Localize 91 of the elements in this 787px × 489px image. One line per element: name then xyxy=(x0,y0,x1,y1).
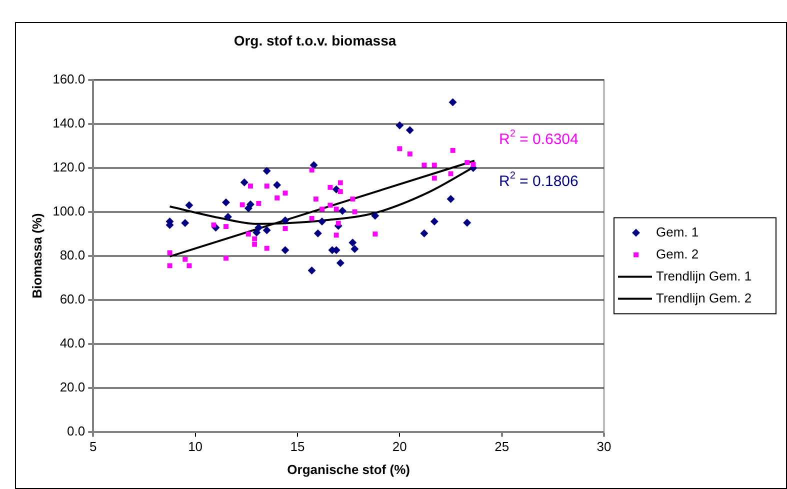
point xyxy=(252,242,258,247)
point xyxy=(309,216,314,221)
point xyxy=(406,126,414,134)
y-tick-label: 160.0 xyxy=(52,71,86,86)
point xyxy=(407,151,412,156)
point xyxy=(320,206,324,212)
point xyxy=(422,162,427,168)
point xyxy=(371,212,380,220)
point xyxy=(397,146,402,152)
legend-label: Gem. 2 xyxy=(656,246,699,262)
point xyxy=(262,166,271,175)
point xyxy=(282,190,288,196)
point xyxy=(224,212,232,221)
x-tick-label: 25 xyxy=(494,439,510,454)
point xyxy=(420,229,428,238)
point xyxy=(318,217,326,226)
point xyxy=(350,196,356,202)
point xyxy=(328,184,333,190)
point xyxy=(450,148,456,153)
point xyxy=(448,98,457,106)
x-tick-label: 30 xyxy=(596,439,612,454)
y-tick-label: 140.0 xyxy=(52,115,86,130)
point xyxy=(262,226,271,234)
point xyxy=(240,178,248,186)
point xyxy=(167,250,172,256)
point xyxy=(338,206,346,215)
point xyxy=(246,232,251,236)
point xyxy=(167,263,172,268)
y-tick-label: 80.0 xyxy=(60,247,86,262)
point xyxy=(314,229,322,238)
point xyxy=(281,216,290,224)
point xyxy=(313,196,318,202)
point xyxy=(264,184,270,189)
y-tick-label: 0.0 xyxy=(67,423,86,438)
point xyxy=(252,228,261,236)
y-axis-title: Biomassa (%) xyxy=(29,213,44,298)
point xyxy=(181,219,190,228)
point xyxy=(240,202,245,208)
point xyxy=(310,161,318,170)
point xyxy=(211,222,216,228)
legend-label: Trendlijn Gem. 1 xyxy=(656,268,752,284)
point xyxy=(334,206,339,212)
y-tick-label: 20.0 xyxy=(60,379,86,394)
point xyxy=(372,232,378,236)
x-tick-label: 5 xyxy=(90,439,97,454)
point xyxy=(328,202,333,208)
point xyxy=(256,200,262,206)
point xyxy=(264,246,270,251)
point xyxy=(336,220,341,226)
point xyxy=(309,168,314,172)
point xyxy=(446,195,455,204)
point xyxy=(338,180,343,186)
point xyxy=(308,266,316,275)
y-tick-label: 100.0 xyxy=(52,203,86,218)
point xyxy=(222,198,230,206)
point xyxy=(223,256,228,261)
point xyxy=(334,232,339,238)
x-tick-label: 10 xyxy=(188,439,203,454)
point xyxy=(352,209,358,214)
point xyxy=(244,204,252,212)
y-tick-label: 120.0 xyxy=(52,159,86,174)
legend-label: Trendlijn Gem. 2 xyxy=(656,290,752,306)
point xyxy=(396,121,404,130)
point xyxy=(252,236,258,242)
point xyxy=(248,184,253,189)
point xyxy=(430,217,438,226)
y-tick-label: 60.0 xyxy=(60,291,86,306)
point xyxy=(350,244,359,253)
x-tick-label: 15 xyxy=(290,439,305,454)
point xyxy=(281,246,290,254)
chart-title: Org. stof t.o.v. biomassa xyxy=(234,32,396,48)
point xyxy=(274,195,280,200)
point xyxy=(464,160,470,165)
point xyxy=(273,180,282,189)
point xyxy=(185,201,194,210)
point xyxy=(432,176,437,181)
point xyxy=(282,226,288,231)
point xyxy=(338,189,343,194)
point xyxy=(336,259,344,268)
x-axis-title: Organische stof (%) xyxy=(287,462,410,477)
legend-label: Gem. 1 xyxy=(656,224,699,240)
y-tick-label: 40.0 xyxy=(60,335,86,350)
point xyxy=(463,218,472,227)
point xyxy=(186,263,192,268)
x-tick-label: 20 xyxy=(392,439,407,454)
point xyxy=(223,224,228,230)
point xyxy=(182,256,188,262)
point xyxy=(470,162,476,167)
point xyxy=(254,224,263,232)
point xyxy=(348,238,357,247)
point xyxy=(432,162,437,168)
